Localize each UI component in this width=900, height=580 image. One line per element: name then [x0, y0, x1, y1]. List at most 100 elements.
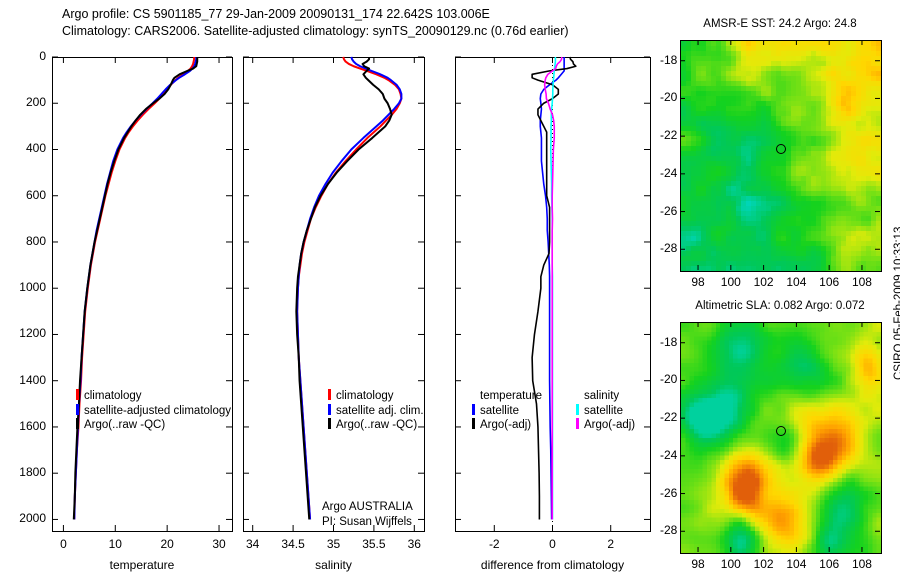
legend-row: Argo(-adj): [472, 417, 542, 432]
legend-row: salinity: [576, 388, 635, 403]
plot-frame: [52, 57, 233, 532]
legend-row: satellite: [472, 403, 542, 418]
legend-row: satellite-adjusted climatology: [76, 403, 232, 418]
attribution-line2: PI: Susan Wijffels: [322, 516, 412, 528]
x-tick-label: -2: [488, 537, 500, 551]
x-tick-label: 0: [60, 537, 67, 551]
legend-label: Argo(..raw -QC): [84, 419, 166, 431]
map-canvas-sla: [681, 323, 881, 553]
series-line-temperature-satellite: [539, 57, 565, 520]
attribution-block: Argo AUSTRALIA PI: Susan Wijffels: [322, 500, 413, 530]
figure-title-line1: Argo profile: CS 5901185_77 29-Jan-2009 …: [62, 7, 490, 21]
profile-location-marker: [776, 426, 787, 437]
depth-tick-label: 400: [25, 141, 46, 156]
legend-swatch-spacer: [472, 389, 475, 400]
legend-row: Argo(..raw -QC): [328, 417, 424, 432]
series-line-salinity-satellite: [549, 57, 557, 520]
profile-location-marker: [776, 144, 787, 155]
depth-tick-label: 800: [25, 233, 46, 248]
legend-swatch-icon: [576, 403, 579, 415]
map-y-tick-label: -22: [660, 410, 678, 425]
legend-swatch-icon: [576, 418, 579, 429]
map-x-tick-label: 104: [786, 275, 807, 289]
legend-label: Argo(-adj): [480, 419, 532, 431]
attribution-line1: Argo AUSTRALIA: [322, 501, 413, 513]
depth-tick-label: 1400: [19, 372, 46, 387]
series-line-salinity-argo-adj-: [543, 56, 563, 520]
series-line-argo-raw-qc-: [72, 57, 199, 520]
x-tick-label: 35.5: [362, 537, 386, 551]
x-tick-label: 34: [246, 537, 260, 551]
map-x-tick-label: 108: [851, 275, 872, 289]
legend-heading-salinity: salinity: [584, 390, 620, 402]
depth-tick-label: 1600: [19, 418, 46, 433]
map-y-tick-label: -18: [660, 334, 678, 349]
map-x-tick-label: 106: [819, 557, 840, 571]
map-x-tick-label: 102: [753, 275, 774, 289]
legend-row: climatology: [328, 388, 424, 403]
figure-title-line2: Climatology: CARS2006. Satellite-adjuste…: [62, 24, 569, 38]
map-panels: AMSR-E SST: 24.2 Argo: 24.8 98 100 102 104 10…: [660, 0, 900, 580]
map-x-tick-label: 106: [819, 275, 840, 289]
depth-tick-label: 1200: [19, 326, 46, 341]
depth-tick-label: 1800: [19, 465, 46, 480]
map-x-tick-label: 102: [753, 557, 774, 571]
x-tick-label: 36: [407, 537, 421, 551]
map-x-tick-label: 98: [691, 557, 705, 571]
x-tick-label: 34.5: [281, 537, 305, 551]
x-tick-label: 30: [212, 537, 226, 551]
legend-label: satellite-adjusted climatology: [84, 404, 232, 417]
legend-row: temperature: [472, 388, 542, 403]
legend-swatch-icon: [328, 389, 331, 400]
legend-salinity: climatology satellite adj. clim. Argo(..ra…: [328, 388, 424, 432]
depth-tick-label: 600: [25, 187, 46, 202]
legend-label: climatology: [84, 390, 142, 402]
x-tick-label: 10: [108, 537, 122, 551]
map-field-sla: [680, 322, 882, 554]
legend-temperature: climatology satellite-adjusted climatolog…: [76, 388, 232, 432]
x-tick-label: 2: [607, 537, 615, 551]
map-x-tick-label: 104: [786, 557, 807, 571]
legend-swatch-icon: [472, 418, 475, 429]
legend-row: climatology: [76, 388, 232, 403]
map-y-tick-label: -20: [660, 90, 678, 105]
legend-difference-temperature: temperature satellite Argo(-adj): [472, 388, 542, 432]
legend-swatch-icon: [76, 389, 79, 400]
depth-tick-label: 0: [39, 49, 46, 63]
map-y-tick-label: -24: [660, 447, 678, 462]
map-y-tick-label: -26: [660, 203, 678, 218]
legend-swatch-spacer: [576, 389, 579, 400]
x-tick-label: 35: [326, 537, 341, 551]
map-title-sla: Altimetric SLA: 0.082 Argo: 0.072: [695, 300, 865, 312]
csiro-credit: CSIRO 05-Feb-2009 10:33:13: [893, 226, 900, 380]
x-tick-label: 0: [549, 537, 556, 551]
map-x-tick-label: 98: [691, 275, 705, 289]
plot-frame: [455, 57, 651, 532]
legend-row: Argo(..raw -QC): [76, 417, 232, 432]
map-x-tick-label: 108: [851, 557, 872, 571]
depth-tick-label: 1000: [19, 280, 46, 295]
map-field-sst: [680, 40, 882, 272]
series-line-climatology: [296, 56, 403, 520]
legend-difference-salinity: salinity satellite Argo(-adj): [576, 388, 635, 432]
legend-label: satellite adj. clim.: [336, 404, 424, 417]
map-y-tick-label: -28: [660, 523, 678, 538]
legend-label: satellite: [584, 404, 623, 417]
legend-swatch-icon: [76, 418, 79, 429]
series-line-satellite-adjusted-climatology: [73, 57, 198, 520]
legend-swatch-icon: [328, 403, 331, 415]
legend-swatch-icon: [328, 418, 331, 429]
legend-row: satellite adj. clim.: [328, 403, 424, 418]
legend-swatch-icon: [76, 403, 79, 415]
series-line-satellite-adj-clim-: [296, 56, 403, 520]
map-y-tick-label: -28: [660, 241, 678, 256]
map-y-tick-label: -20: [660, 372, 678, 387]
legend-row: Argo(-adj): [576, 417, 635, 432]
map-y-tick-label: -26: [660, 485, 678, 500]
x-tick-label: 20: [160, 537, 174, 551]
x-axis-label-difference: difference from climatology: [480, 558, 625, 572]
x-axis-label-salinity: salinity: [315, 558, 352, 572]
depth-tick-label: 200: [25, 95, 46, 110]
series-line-climatology: [73, 57, 196, 520]
